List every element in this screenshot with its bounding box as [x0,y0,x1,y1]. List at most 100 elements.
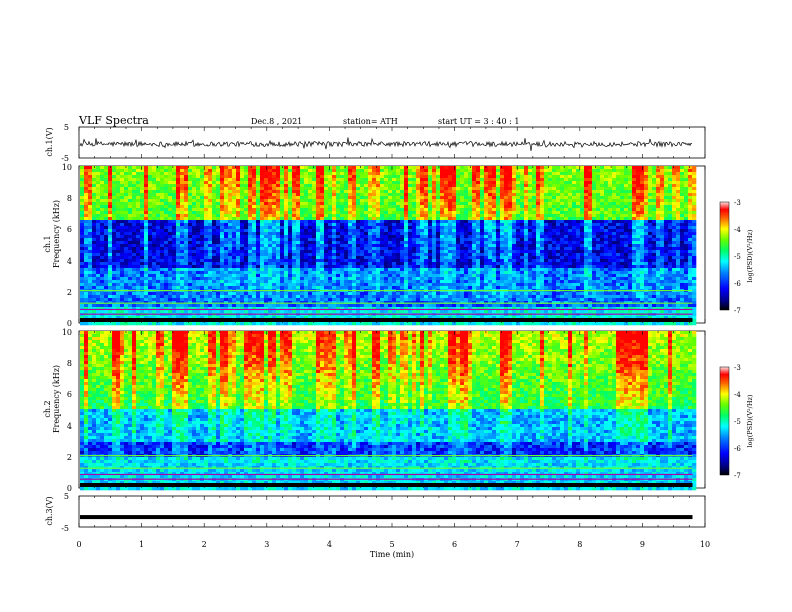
spectrogram-cell [104,307,109,311]
ch1-spectrogram-image [80,166,697,326]
spectrogram-cell [260,226,265,230]
spectrogram-cell [360,283,365,287]
spectrogram-cell [240,214,245,218]
spectrogram-cell [400,271,405,275]
spectrogram-cell [324,244,329,248]
spectrogram-cell [352,316,357,320]
spectrogram-cell [188,298,193,302]
spectrogram-cell [352,271,357,275]
spectrogram-cell [444,265,449,269]
spectrogram-cell [300,178,305,182]
spectrogram-cell [108,208,113,212]
spectrogram-cell [408,199,413,203]
spectrogram-cell [164,277,169,281]
spectrogram-cell [408,322,413,326]
spectrogram-cell [264,286,269,290]
spectrogram-cell [208,298,213,302]
spectrogram-cell [372,310,377,314]
spectrogram-cell [128,304,133,308]
spectrogram-cell [192,214,197,218]
spectrogram-cell [428,307,433,311]
spectrogram-cell [240,256,245,260]
spectrogram-cell [404,235,409,239]
spectrogram-cell [408,229,413,233]
spectrogram-cell [116,259,121,263]
spectrogram-cell [184,259,189,263]
spectrogram-cell [348,277,353,281]
spectrogram-cell [84,250,89,254]
spectrogram-cell [212,244,217,248]
spectrogram-cell [272,181,277,185]
spectrogram-cell [300,298,305,302]
spectrogram-cell [168,181,173,185]
spectrogram-cell [124,211,129,215]
spectrogram-cell [136,307,141,311]
spectrogram-cell [120,250,125,254]
spectrogram-cell [416,223,421,227]
spectrogram-cell [444,256,449,260]
spectrogram-cell [116,205,121,209]
spectrogram-cell [292,172,297,176]
spectrogram-cell [180,220,185,224]
spectrogram-cell [228,166,233,170]
spectrogram-cell [396,232,401,236]
spectrogram-cell [264,310,269,314]
spectrogram-cell [328,187,333,191]
spectrogram-cell [116,241,121,245]
spectrogram-cell [204,244,209,248]
spectrogram-cell [92,202,97,206]
spectrogram-cell [104,292,109,296]
spectrogram-cell [388,262,393,266]
spectrogram-cell [88,211,93,215]
spectrogram-cell [384,256,389,260]
spectrogram-cell [136,199,141,203]
spectrogram-cell [140,226,145,230]
spectrogram-cell [172,211,177,215]
spectrogram-cell [216,316,221,320]
spectrogram-cell [352,208,357,212]
spectrogram-cell [104,175,109,179]
spectrogram-cell [404,307,409,311]
spectrogram-cell [408,259,413,263]
spectrogram-cell [160,229,165,233]
spectrogram-cell [292,229,297,233]
spectrogram-cell [300,205,305,209]
spectrogram-cell [372,199,377,203]
spectrogram-cell [256,220,261,224]
spectrogram-cell [420,193,425,197]
spectrogram-cell [376,226,381,230]
spectrogram-cell [444,259,449,263]
spectrogram-cell [152,268,157,272]
spectrogram-cell [312,214,317,218]
spectrogram-cell [416,271,421,275]
spectrogram-cell [148,265,153,269]
spectrogram-cell [136,316,141,320]
spectrogram-cell [428,181,433,185]
spectrogram-cell [208,253,213,257]
spectrogram-cell [180,196,185,200]
spectrogram-cell [164,184,169,188]
spectrogram-cell [300,196,305,200]
spectrogram-cell [208,280,213,284]
spectrogram-cell [324,229,329,233]
spectrogram-cell [220,178,225,182]
spectrogram-cell [420,199,425,203]
spectrogram-cell [416,238,421,242]
spectrogram-cell [168,178,173,182]
spectrogram-cell [88,310,93,314]
spectrogram-cell [212,322,217,326]
spectrogram-cell [440,193,445,197]
spectrogram-cell [120,226,125,230]
spectrogram-cell [424,316,429,320]
spectrogram-cell [268,175,273,179]
spectrogram-cell [208,277,213,281]
spectrogram-cell [336,238,341,242]
spectrogram-cell [172,223,177,227]
spectrogram-cell [208,202,213,206]
spectrogram-cell [132,286,137,290]
spectrogram-cell [116,262,121,266]
spectrogram-cell [204,178,209,182]
spectrogram-cell [212,181,217,185]
spectrogram-cell [264,298,269,302]
spectrogram-cell [192,187,197,191]
